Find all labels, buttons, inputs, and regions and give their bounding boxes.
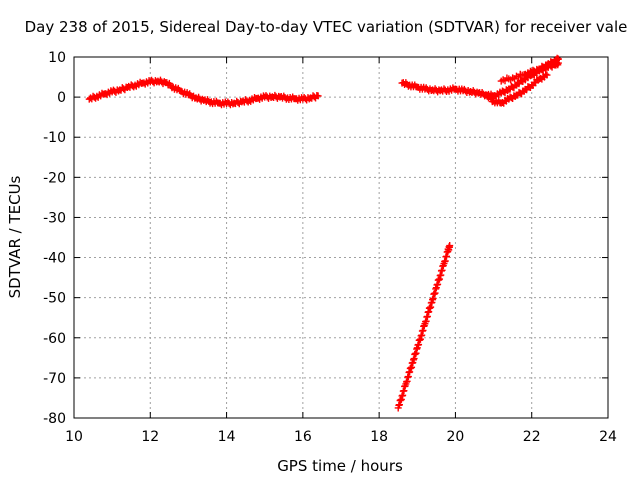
chart-title: Day 238 of 2015, Sidereal Day-to-day VTE… bbox=[25, 18, 628, 36]
y-tick-label: -20 bbox=[43, 170, 66, 186]
y-tick-label: -80 bbox=[43, 411, 66, 427]
axis-ticks: 10 12 14 16 18 20 22 24 10 0 -10 -20 -30 -40 -50 -60 -70… bbox=[43, 50, 617, 445]
y-tick-label: -60 bbox=[43, 331, 66, 347]
x-tick-label: 10 bbox=[65, 429, 83, 445]
series-segment-3 bbox=[482, 70, 551, 107]
x-tick-label: 22 bbox=[523, 429, 541, 445]
x-tick-label: 12 bbox=[141, 429, 159, 445]
y-tick-label: -70 bbox=[43, 371, 66, 387]
grid bbox=[74, 57, 608, 418]
data-point bbox=[543, 71, 551, 79]
y-tick-label: -40 bbox=[43, 251, 66, 267]
x-tick-label: 16 bbox=[294, 429, 312, 445]
data-point bbox=[314, 92, 322, 100]
x-tick-label: 18 bbox=[370, 429, 388, 445]
x-tick-label: 14 bbox=[218, 429, 236, 445]
y-tick-label: 0 bbox=[57, 90, 66, 106]
y-tick-label: 10 bbox=[48, 50, 66, 66]
series-segment-5 bbox=[394, 242, 454, 412]
x-tick-label: 24 bbox=[599, 429, 617, 445]
data-point bbox=[542, 70, 550, 78]
data-series bbox=[85, 54, 562, 412]
data-point bbox=[446, 242, 454, 250]
series-segment-1 bbox=[85, 76, 322, 109]
y-axis-label: SDTVAR / TECUs bbox=[6, 175, 24, 298]
data-point bbox=[554, 55, 562, 63]
y-tick-label: -10 bbox=[43, 130, 66, 146]
y-tick-label: -30 bbox=[43, 210, 66, 226]
y-tick-label: -50 bbox=[43, 291, 66, 307]
x-tick-label: 20 bbox=[447, 429, 465, 445]
plot-frame bbox=[73, 56, 609, 419]
series-segment-4 bbox=[497, 54, 562, 85]
x-axis-label: GPS time / hours bbox=[277, 457, 403, 475]
